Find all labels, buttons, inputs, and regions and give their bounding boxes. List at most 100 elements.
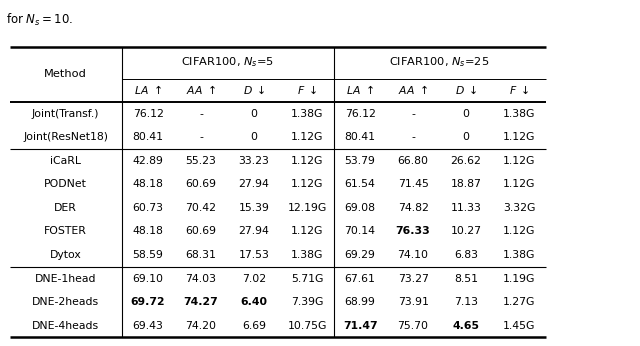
- Text: 76.12: 76.12: [132, 109, 164, 119]
- Text: 69.10: 69.10: [132, 274, 164, 283]
- Text: 6.69: 6.69: [242, 321, 266, 330]
- Text: 1.12G: 1.12G: [503, 180, 535, 189]
- Text: 3.32G: 3.32G: [503, 203, 535, 213]
- Text: 7.13: 7.13: [454, 297, 478, 307]
- Text: 80.41: 80.41: [132, 133, 164, 142]
- Text: 53.79: 53.79: [344, 156, 376, 166]
- Text: 76.33: 76.33: [396, 227, 431, 236]
- Text: FOSTER: FOSTER: [44, 227, 87, 236]
- Text: 68.99: 68.99: [344, 297, 376, 307]
- Text: -: -: [199, 109, 203, 119]
- Text: 10.27: 10.27: [451, 227, 481, 236]
- Text: $AA$ $\uparrow$: $AA$ $\uparrow$: [186, 83, 216, 96]
- Text: -: -: [411, 133, 415, 142]
- Text: 74.10: 74.10: [397, 250, 429, 260]
- Text: $LA$ $\uparrow$: $LA$ $\uparrow$: [134, 83, 162, 96]
- Text: 66.80: 66.80: [397, 156, 429, 166]
- Text: 70.14: 70.14: [344, 227, 376, 236]
- Text: 11.33: 11.33: [451, 203, 481, 213]
- Text: 74.82: 74.82: [397, 203, 429, 213]
- Text: 69.43: 69.43: [132, 321, 164, 330]
- Text: 18.87: 18.87: [451, 180, 481, 189]
- Text: 1.38G: 1.38G: [291, 250, 323, 260]
- Text: 67.61: 67.61: [344, 274, 376, 283]
- Text: 1.12G: 1.12G: [503, 133, 535, 142]
- Text: 27.94: 27.94: [239, 227, 269, 236]
- Text: Method: Method: [44, 70, 87, 79]
- Text: 10.75G: 10.75G: [287, 321, 327, 330]
- Text: DNE-4heads: DNE-4heads: [32, 321, 99, 330]
- Text: 55.23: 55.23: [186, 156, 216, 166]
- Text: Joint(Transf.): Joint(Transf.): [32, 109, 99, 119]
- Text: $D$ $\downarrow$: $D$ $\downarrow$: [454, 84, 477, 95]
- Text: 69.29: 69.29: [344, 250, 376, 260]
- Text: 1.12G: 1.12G: [291, 133, 323, 142]
- Text: 70.42: 70.42: [186, 203, 216, 213]
- Text: -: -: [411, 109, 415, 119]
- Text: 8.51: 8.51: [454, 274, 478, 283]
- Text: 5.71G: 5.71G: [291, 274, 323, 283]
- Text: 73.91: 73.91: [397, 297, 429, 307]
- Text: $AA$ $\uparrow$: $AA$ $\uparrow$: [398, 83, 428, 96]
- Text: 71.47: 71.47: [343, 321, 378, 330]
- Text: 74.20: 74.20: [186, 321, 216, 330]
- Text: 60.73: 60.73: [132, 203, 164, 213]
- Text: DER: DER: [54, 203, 77, 213]
- Text: -: -: [199, 133, 203, 142]
- Text: 69.72: 69.72: [131, 297, 165, 307]
- Text: 48.18: 48.18: [132, 227, 164, 236]
- Text: 17.53: 17.53: [239, 250, 269, 260]
- Text: 7.39G: 7.39G: [291, 297, 323, 307]
- Text: 0: 0: [251, 109, 257, 119]
- Text: 80.41: 80.41: [344, 133, 376, 142]
- Text: $LA$ $\uparrow$: $LA$ $\uparrow$: [346, 83, 374, 96]
- Text: 1.19G: 1.19G: [503, 274, 535, 283]
- Text: $F$ $\downarrow$: $F$ $\downarrow$: [509, 84, 529, 95]
- Text: 6.40: 6.40: [241, 297, 268, 307]
- Text: Dytox: Dytox: [50, 250, 81, 260]
- Text: 1.12G: 1.12G: [291, 227, 323, 236]
- Text: 0: 0: [251, 133, 257, 142]
- Text: 1.12G: 1.12G: [291, 156, 323, 166]
- Text: 4.65: 4.65: [452, 321, 479, 330]
- Text: 48.18: 48.18: [132, 180, 164, 189]
- Text: DNE-2heads: DNE-2heads: [32, 297, 99, 307]
- Text: 42.89: 42.89: [132, 156, 164, 166]
- Text: 1.45G: 1.45G: [503, 321, 535, 330]
- Text: 7.02: 7.02: [242, 274, 266, 283]
- Text: 58.59: 58.59: [132, 250, 164, 260]
- Text: 1.12G: 1.12G: [503, 227, 535, 236]
- Text: 27.94: 27.94: [239, 180, 269, 189]
- Text: 12.19G: 12.19G: [287, 203, 326, 213]
- Text: 60.69: 60.69: [186, 180, 216, 189]
- Text: 26.62: 26.62: [451, 156, 481, 166]
- Text: 0: 0: [463, 133, 470, 142]
- Text: 76.12: 76.12: [344, 109, 376, 119]
- Text: 75.70: 75.70: [397, 321, 429, 330]
- Text: iCaRL: iCaRL: [50, 156, 81, 166]
- Text: 74.27: 74.27: [184, 297, 218, 307]
- Text: 1.38G: 1.38G: [503, 250, 535, 260]
- Text: 1.12G: 1.12G: [291, 180, 323, 189]
- Text: $F$ $\downarrow$: $F$ $\downarrow$: [297, 84, 317, 95]
- Text: Joint(ResNet18): Joint(ResNet18): [23, 133, 108, 142]
- Text: 60.69: 60.69: [186, 227, 216, 236]
- Text: for $N_s = 10$.: for $N_s = 10$.: [6, 12, 74, 28]
- Text: CIFAR100, $N_s$=5: CIFAR100, $N_s$=5: [181, 55, 274, 69]
- Text: 33.23: 33.23: [239, 156, 269, 166]
- Text: CIFAR100, $N_s$=25: CIFAR100, $N_s$=25: [389, 55, 490, 69]
- Text: $D$ $\downarrow$: $D$ $\downarrow$: [243, 84, 266, 95]
- Text: 15.39: 15.39: [239, 203, 269, 213]
- Text: 1.38G: 1.38G: [503, 109, 535, 119]
- Text: 73.27: 73.27: [397, 274, 429, 283]
- Text: 1.12G: 1.12G: [503, 156, 535, 166]
- Text: 6.83: 6.83: [454, 250, 478, 260]
- Text: DNE-1head: DNE-1head: [35, 274, 97, 283]
- Text: 71.45: 71.45: [397, 180, 429, 189]
- Text: 61.54: 61.54: [344, 180, 376, 189]
- Text: 1.38G: 1.38G: [291, 109, 323, 119]
- Text: PODNet: PODNet: [44, 180, 87, 189]
- Text: 0: 0: [463, 109, 470, 119]
- Text: 68.31: 68.31: [186, 250, 216, 260]
- Text: 74.03: 74.03: [186, 274, 216, 283]
